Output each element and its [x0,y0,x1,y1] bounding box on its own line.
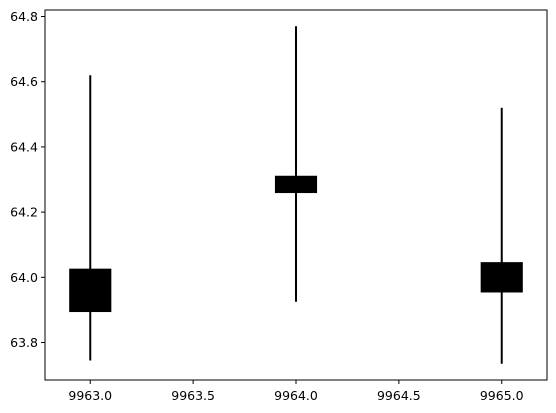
candle-body-0 [69,268,112,313]
y-tick-label: 64.4 [10,139,38,154]
x-axis: 9963.0 9963.5 9964.0 9964.5 9965.0 [68,380,524,403]
x-tick-label: 9964.5 [377,388,421,403]
x-tick-label: 9963.5 [171,388,215,403]
x-tick-label: 9965.0 [480,388,524,403]
candle-body-1 [274,175,318,194]
y-tick-label: 64.2 [10,205,38,220]
y-tick-label: 63.8 [10,335,38,350]
y-tick-label: 64.8 [10,9,38,24]
candle-body-2 [480,262,523,293]
x-tick-label: 9964.0 [274,388,318,403]
y-tick-label: 64.0 [10,270,38,285]
x-tick-label: 9963.0 [68,388,112,403]
y-tick-label: 64.6 [10,74,38,89]
candles-layer [69,26,523,364]
y-axis: 63.8 64.0 64.2 64.4 64.6 64.8 [10,9,45,350]
